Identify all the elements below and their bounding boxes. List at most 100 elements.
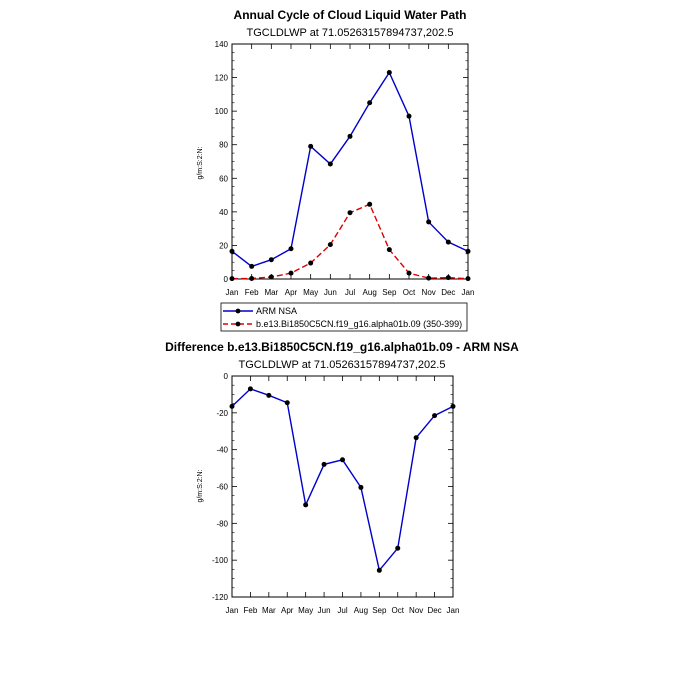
chart2-ytick-label: -100 — [212, 556, 229, 565]
chart1-series-1-point — [367, 201, 373, 207]
chart1-series-line-0 — [231, 71, 469, 268]
chart1-ytick-label: 0 — [224, 275, 229, 284]
chart2-ytick-label: -20 — [216, 409, 228, 418]
chart1-series-0-point — [347, 133, 353, 139]
chart2-xtick-label: Jun — [318, 606, 331, 615]
chart2-ytick-label: -60 — [216, 483, 228, 492]
chart1-ytick-label: 120 — [215, 74, 229, 83]
chart2-xtick-label: Mar — [262, 606, 276, 615]
chart1-series-1-point — [465, 276, 471, 282]
chart1-series-1-point — [308, 260, 314, 266]
chart2-series — [229, 386, 456, 573]
chart2-xtick-label: Aug — [354, 606, 368, 615]
chart2-title: Difference b.e13.Bi1850C5CN.f19_g16.alph… — [165, 340, 519, 354]
chart2-xtick-label: Jul — [337, 606, 347, 615]
chart1-series-1-point — [426, 275, 432, 281]
chart1-xtick-label: Jul — [345, 288, 355, 297]
chart1-series-0-point — [308, 143, 314, 149]
chart2-subtitle: TGCLDLWP at 71.05263157894737,202.5 — [239, 359, 446, 371]
chart1-series-0-point — [386, 70, 392, 76]
chart1-series-1-point — [229, 276, 235, 282]
chart1-xtick-label: May — [303, 288, 318, 297]
chart1-xtick-label: Mar — [264, 288, 278, 297]
chart2-x-tick-labels: Jan Feb Mar Apr May Jun Jul Aug Sep Oct Nov Dec Jan — [226, 606, 460, 615]
chart2-xtick-label: Jan — [447, 606, 460, 615]
chart2-series-0-point — [321, 461, 327, 467]
chart2-ytick-label: 0 — [224, 372, 229, 381]
chart1-legend: ARM NSA b.e13.Bi1850C5CN.f19_g16.alpha01… — [220, 302, 468, 332]
chart2-y-tick-labels: 0 -20 -40 -60 -80 -100 -120 — [212, 372, 229, 602]
chart1-series-0-point — [268, 257, 274, 263]
legend-marker-arm-nsa — [235, 308, 241, 314]
chart1-ytick-label: 20 — [219, 241, 228, 250]
chart1-series-1-point — [288, 270, 294, 276]
chart2-xtick-label: Nov — [409, 606, 423, 615]
chart1-series-1-point — [268, 274, 274, 280]
chart2-series-0-point — [358, 484, 364, 490]
chart1-series-0-point — [406, 113, 412, 119]
chart2-series-0-point — [432, 413, 438, 419]
chart1-series-0-point — [426, 219, 432, 225]
chart1-series-0-point — [367, 100, 373, 106]
chart2-xtick-label: Apr — [281, 606, 294, 615]
chart2-xtick-label: Sep — [372, 606, 387, 615]
chart2-xtick-label: May — [298, 606, 313, 615]
chart1-xtick-label: Apr — [285, 288, 298, 297]
chart1-ticks — [231, 43, 469, 280]
chart1-series-1-point — [249, 275, 255, 281]
chart1-series-line-1 — [231, 203, 469, 280]
chart1-series-0-point — [249, 263, 255, 269]
chart2-series-0-point — [340, 457, 345, 463]
chart2-ytick-label: -40 — [216, 446, 228, 455]
chart1-xtick-label: Feb — [245, 288, 259, 297]
chart1-series-1-point — [386, 247, 392, 253]
chart1-series-0-point — [327, 161, 333, 167]
chart2-series-0-point — [229, 403, 235, 409]
chart1-xtick-label: Nov — [422, 288, 436, 297]
chart2-ytick-label: -80 — [216, 519, 228, 528]
chart1-ytick-label: 60 — [219, 174, 228, 183]
chart1-series — [229, 70, 471, 282]
chart1-y-tick-labels: 0 20 40 60 80 100 120 140 — [215, 40, 229, 284]
chart1-xtick-label: Dec — [441, 288, 455, 297]
chart1-title: Annual Cycle of Cloud Liquid Water Path — [234, 8, 467, 22]
legend-label-model: b.e13.Bi1850C5CN.f19_g16.alpha01b.09 (35… — [256, 319, 462, 329]
chart1-series-1-point — [406, 270, 412, 276]
legend-box — [220, 302, 468, 332]
chart1-ytick-label: 80 — [219, 141, 228, 150]
chart1-xtick-label: Jun — [324, 288, 337, 297]
chart2-ytick-label: -120 — [212, 593, 229, 602]
chart2-series-0-point — [376, 567, 382, 573]
chart2-y-axis-label: g/m:S:2:N: — [197, 469, 204, 502]
chart2-ticks — [231, 375, 454, 598]
chart2-xtick-label: Oct — [392, 606, 405, 615]
chart1-series-1-point — [327, 242, 333, 248]
chart1-series-0-point — [465, 248, 471, 254]
chart1-series-0-point — [229, 248, 235, 254]
chart2-xtick-label: Jan — [226, 606, 239, 615]
chart1-subtitle: TGCLDLWP at 71.05263157894737,202.5 — [247, 27, 454, 39]
chart1-xtick-label: Sep — [382, 288, 397, 297]
chart1-series-1-point — [445, 275, 451, 281]
chart1-series-0-point — [288, 246, 294, 252]
chart1-xtick-label: Jan — [226, 288, 239, 297]
chart2-series-0-point — [395, 545, 401, 551]
chart1-series-0-point — [445, 239, 451, 245]
chart2-series-0-point — [303, 502, 309, 508]
chart2-series-0-point — [413, 435, 419, 441]
chart2-series-0-point — [247, 386, 253, 392]
chart1-xtick-label: Aug — [363, 288, 377, 297]
chart2-series-0-point — [450, 403, 456, 409]
chart1-x-tick-labels: Jan Feb Mar Apr May Jun Jul Aug Sep Oct Nov Dec Jan — [226, 288, 475, 297]
chart1-plot-frame — [231, 43, 469, 280]
chart2-xtick-label: Dec — [427, 606, 441, 615]
chart2-series-line-0 — [231, 388, 454, 572]
legend-label-arm-nsa: ARM NSA — [256, 306, 297, 316]
chart1-y-axis-label: g/m:S:2:N: — [197, 146, 204, 179]
chart2-series-0-point — [284, 400, 290, 406]
chart2-series-0-point — [266, 392, 272, 398]
legend-marker-model — [235, 321, 241, 327]
chart1-ytick-label: 100 — [215, 107, 229, 116]
chart1-xtick-label: Jan — [462, 288, 475, 297]
